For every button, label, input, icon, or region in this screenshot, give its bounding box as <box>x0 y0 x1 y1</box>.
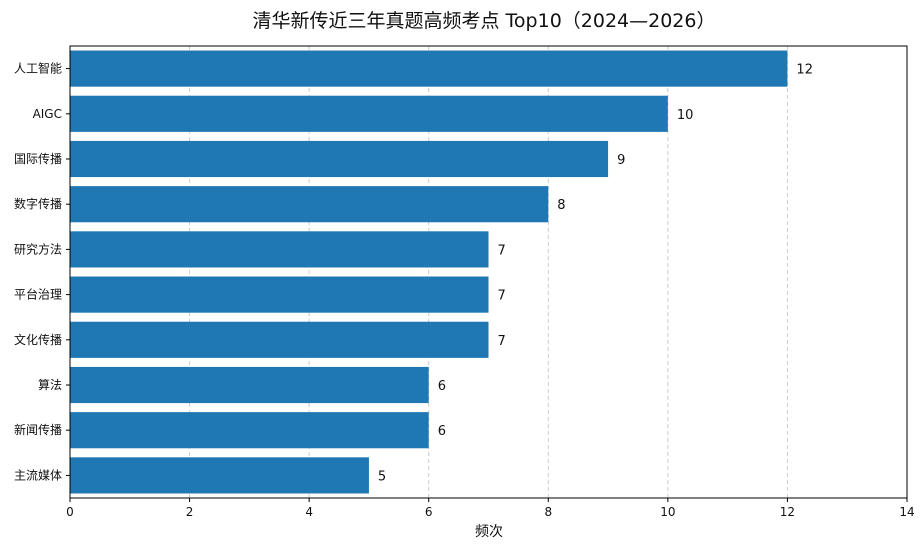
data-label: 12 <box>796 63 813 78</box>
category-label: 研究方法 <box>14 241 62 256</box>
category-label: 人工智能 <box>14 61 62 76</box>
bar <box>70 457 369 494</box>
x-tick-label: 6 <box>425 505 433 519</box>
category-label: 平台治理 <box>14 287 62 302</box>
bar <box>70 186 549 223</box>
data-label: 7 <box>498 243 506 258</box>
bar <box>70 366 429 404</box>
bar <box>70 321 489 358</box>
data-label: 7 <box>498 289 506 304</box>
category-label: 算法 <box>38 377 62 392</box>
x-tick-label: 4 <box>305 505 313 519</box>
x-tick-label: 2 <box>186 505 194 519</box>
data-label: 8 <box>557 198 565 213</box>
category-label: 主流媒体 <box>14 468 62 482</box>
grid-lines <box>189 46 788 498</box>
category-label: 新闻传播 <box>14 422 62 437</box>
x-tick-label: 0 <box>66 505 74 519</box>
category-label: AIGC <box>33 107 62 121</box>
x-axis-title: 频次 <box>475 524 503 540</box>
bar <box>70 95 668 132</box>
bar <box>70 276 489 313</box>
x-tick-label: 12 <box>780 505 795 519</box>
data-label: 10 <box>677 108 694 123</box>
bar <box>70 412 429 449</box>
chart-title: 清华新传近三年真题高频考点 Top10（2024—2026） <box>253 10 716 32</box>
labels: 0 2 4 6 8 10 12 14 人工智能 12 AIGC 10 国际传播 9 数字传播 8 研究方法 7 平台… <box>14 61 915 519</box>
plot-frame <box>69 45 908 499</box>
data-label: 6 <box>438 379 446 394</box>
bar <box>70 140 609 178</box>
x-tick-label: 14 <box>899 505 914 519</box>
x-tick-label: 8 <box>544 505 552 519</box>
category-label: 文化传播 <box>14 332 62 347</box>
x-tick-label: 10 <box>660 505 675 519</box>
category-label: 数字传播 <box>14 196 62 211</box>
bar <box>70 231 489 268</box>
bar <box>70 50 788 87</box>
data-label: 6 <box>438 424 446 439</box>
data-label: 5 <box>378 469 386 484</box>
category-label: 国际传播 <box>14 151 62 166</box>
data-label: 9 <box>617 153 625 168</box>
bars <box>70 50 788 494</box>
data-label: 7 <box>498 334 506 349</box>
